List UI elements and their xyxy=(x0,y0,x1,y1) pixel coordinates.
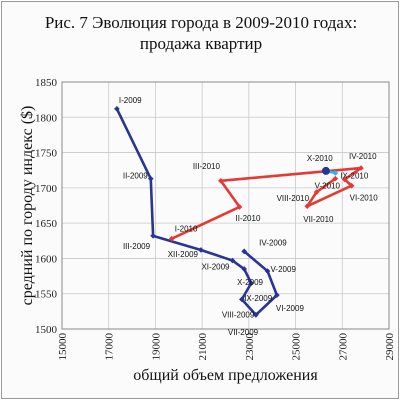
data-point xyxy=(241,266,248,272)
point-label: XII-2009 xyxy=(168,250,199,259)
series-group xyxy=(114,105,364,318)
y-axis-ticks: 1500 1550 1600 1650 1700 1750 1800 1850 xyxy=(35,77,58,336)
point-label: XI-2009 xyxy=(201,263,230,272)
y-tick-label: 1800 xyxy=(35,112,58,124)
point-label: IV-2009 xyxy=(259,238,287,247)
point-label: II-2010 xyxy=(236,214,261,223)
point-label: VIII-2009 xyxy=(222,310,255,319)
data-point xyxy=(341,176,348,183)
data-point xyxy=(264,268,271,274)
y-axis-label: средний по городу индекс ($) xyxy=(19,106,36,306)
y-tick-label: 1600 xyxy=(35,253,58,265)
point-label: IX-2010 xyxy=(340,172,369,181)
data-point xyxy=(147,175,154,182)
plot-area xyxy=(61,81,390,330)
data-point xyxy=(304,203,311,210)
data-point xyxy=(114,105,120,112)
x-tick-label: 25000 xyxy=(291,333,303,361)
x-tick-label: 21000 xyxy=(197,333,209,361)
chart-title: Рис. 7 Эволюция города в 2009-2010 годах… xyxy=(2,12,400,54)
x-tick-label: 17000 xyxy=(104,333,116,361)
data-point xyxy=(274,292,280,298)
data-point xyxy=(239,296,245,303)
data-point xyxy=(218,177,224,184)
data-point xyxy=(229,257,236,264)
x-tick-label: 27000 xyxy=(337,333,349,361)
point-label: VI-2010 xyxy=(350,194,379,203)
x-tick-label: 23000 xyxy=(244,333,256,361)
point-label: VII-2010 xyxy=(303,215,334,224)
data-point xyxy=(321,166,330,175)
x-axis-ticks: 15000 17000 19000 21000 23000 25000 27000 29000 xyxy=(57,333,396,361)
point-label: IV-2010 xyxy=(349,152,377,161)
y-tick-label: 1850 xyxy=(35,77,58,89)
point-label: VII-2009 xyxy=(228,328,259,337)
point-label: X-2010 xyxy=(307,154,333,163)
data-point xyxy=(248,280,255,286)
x-tick-label: 19000 xyxy=(150,333,162,361)
point-label: VIII-2010 xyxy=(277,194,310,203)
chart-title-line2: продажа квартир xyxy=(139,34,263,53)
x-tick-label: 29000 xyxy=(384,333,396,361)
x-axis-label: общий объем предложения xyxy=(133,367,318,384)
data-point xyxy=(253,312,259,318)
point-label: V-2010 xyxy=(315,181,341,190)
point-label: V-2009 xyxy=(271,265,297,274)
point-label: VI-2009 xyxy=(276,304,305,313)
chart-title-line1: Рис. 7 Эволюция города в 2009-2010 годах… xyxy=(44,13,358,32)
y-tick-label: 1550 xyxy=(35,289,58,301)
series-line-0 xyxy=(115,108,279,317)
data-point xyxy=(358,165,364,171)
point-label: II-2009 xyxy=(123,172,148,181)
grid-lines xyxy=(61,81,390,330)
data-point xyxy=(241,248,248,255)
y-tick-label: 1700 xyxy=(35,183,58,195)
point-label: III-2010 xyxy=(193,162,221,171)
y-tick-label: 1750 xyxy=(35,148,58,160)
point-label: I-2010 xyxy=(175,225,198,234)
data-point xyxy=(150,233,156,239)
data-point xyxy=(198,247,204,253)
y-tick-label: 1650 xyxy=(35,218,58,230)
data-point xyxy=(313,189,320,195)
point-label: X-2009 xyxy=(237,278,263,287)
data-point xyxy=(332,175,339,182)
point-label: IX-2009 xyxy=(244,294,273,303)
point-label: III-2009 xyxy=(123,242,151,251)
point-label: I-2009 xyxy=(119,96,142,105)
data-point xyxy=(332,170,339,176)
x-tick-label: 15000 xyxy=(57,333,69,361)
y-tick-label: 1500 xyxy=(35,324,58,336)
data-point xyxy=(236,204,243,210)
data-point xyxy=(348,182,355,189)
